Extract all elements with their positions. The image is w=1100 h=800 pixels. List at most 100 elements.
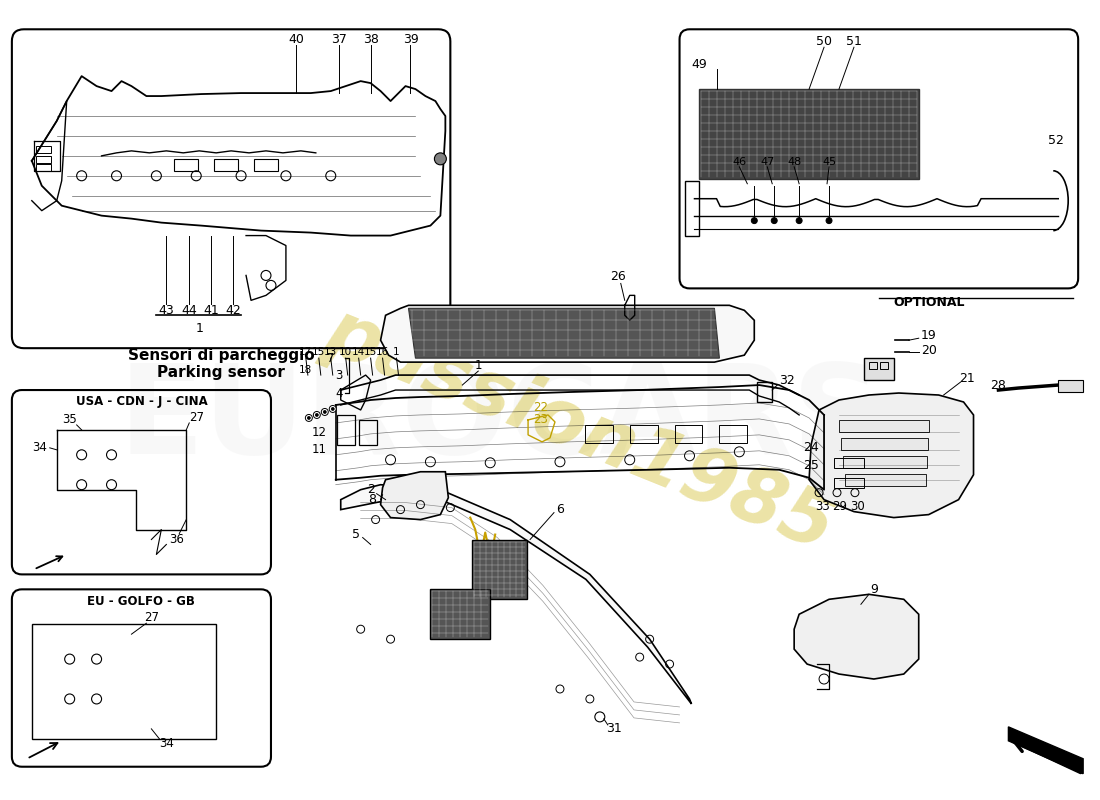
Text: 51: 51	[846, 34, 862, 48]
Text: 25: 25	[803, 459, 820, 472]
Polygon shape	[794, 594, 918, 679]
Bar	[472, 539, 527, 599]
Polygon shape	[341, 485, 692, 704]
Circle shape	[771, 218, 778, 224]
Text: 14: 14	[352, 347, 365, 357]
Bar	[834, 458, 864, 468]
Text: 36: 36	[169, 533, 184, 546]
Text: 44: 44	[182, 304, 197, 317]
Text: 42: 42	[226, 304, 241, 317]
Bar	[864, 358, 894, 380]
Text: 2: 2	[366, 483, 375, 496]
Polygon shape	[1009, 727, 1084, 774]
Text: 32: 32	[779, 374, 795, 386]
Text: 5: 5	[352, 528, 360, 541]
Text: 16: 16	[376, 347, 389, 357]
Text: 8: 8	[368, 493, 376, 506]
Text: 19: 19	[921, 329, 936, 342]
Bar	[174, 159, 198, 170]
Bar	[36, 146, 51, 153]
Text: 28: 28	[990, 378, 1006, 391]
Text: 30: 30	[850, 500, 866, 513]
Text: 1: 1	[474, 358, 482, 372]
Text: 48: 48	[786, 157, 801, 167]
Text: 1: 1	[393, 347, 399, 357]
Bar	[337, 415, 354, 445]
Text: 33: 33	[815, 500, 829, 513]
Bar	[674, 425, 703, 443]
Text: 49: 49	[692, 58, 707, 70]
Text: 22: 22	[534, 402, 549, 414]
Text: 4: 4	[336, 386, 342, 399]
Text: 38: 38	[363, 33, 378, 46]
Text: 24: 24	[803, 442, 820, 454]
Circle shape	[796, 218, 802, 224]
Bar	[843, 456, 926, 468]
Bar	[869, 362, 877, 369]
Bar	[880, 362, 888, 369]
Bar	[32, 624, 217, 739]
Bar	[36, 156, 51, 163]
Text: 43: 43	[158, 304, 174, 317]
Bar	[845, 474, 926, 486]
Bar	[834, 478, 864, 488]
Text: 52: 52	[1048, 134, 1064, 147]
Text: 9: 9	[870, 583, 878, 596]
Polygon shape	[381, 306, 755, 362]
Text: 29: 29	[833, 500, 847, 513]
Circle shape	[751, 218, 757, 224]
Text: OPTIONAL: OPTIONAL	[893, 296, 965, 309]
Text: Parking sensor: Parking sensor	[157, 365, 285, 379]
Text: 13: 13	[324, 347, 338, 357]
Circle shape	[329, 406, 337, 413]
Text: 46: 46	[733, 157, 747, 167]
Bar	[36, 164, 51, 170]
Bar	[1058, 380, 1084, 392]
Bar	[214, 159, 238, 170]
Polygon shape	[381, 472, 449, 519]
Bar	[359, 420, 376, 445]
Text: 6: 6	[556, 503, 564, 516]
Text: 45: 45	[822, 157, 836, 167]
Text: 1: 1	[196, 322, 204, 334]
Text: 34: 34	[158, 738, 174, 750]
Text: 39: 39	[403, 33, 418, 46]
Circle shape	[316, 414, 318, 417]
Bar	[430, 590, 491, 639]
Text: USA - CDN - J - CINA: USA - CDN - J - CINA	[76, 395, 207, 409]
Circle shape	[826, 218, 832, 224]
Text: passion1985: passion1985	[315, 294, 845, 566]
Bar	[585, 425, 613, 443]
Text: 47: 47	[760, 157, 774, 167]
Circle shape	[323, 410, 327, 414]
Circle shape	[331, 407, 334, 410]
Text: 27: 27	[144, 610, 158, 624]
Text: 23: 23	[534, 414, 549, 426]
Bar	[254, 159, 278, 170]
Bar	[629, 425, 658, 443]
Text: 40: 40	[288, 33, 304, 46]
Text: 41: 41	[204, 304, 219, 317]
Text: 18: 18	[299, 365, 312, 375]
Text: EUROCARS: EUROCARS	[118, 359, 882, 481]
Bar	[839, 420, 928, 432]
Circle shape	[314, 411, 320, 418]
Text: 11: 11	[311, 443, 327, 456]
Polygon shape	[810, 393, 974, 518]
Text: 15: 15	[364, 347, 377, 357]
Text: 15: 15	[312, 347, 326, 357]
Text: 35: 35	[63, 414, 77, 426]
Text: 31: 31	[606, 722, 621, 735]
Text: 21: 21	[959, 371, 975, 385]
Circle shape	[321, 409, 328, 415]
Text: 10: 10	[339, 347, 352, 357]
Text: 26: 26	[609, 270, 626, 283]
Bar	[719, 425, 747, 443]
Text: 37: 37	[331, 33, 346, 46]
Text: 12: 12	[311, 426, 327, 439]
Bar	[700, 89, 918, 178]
Text: 3: 3	[336, 369, 342, 382]
Text: 50: 50	[816, 34, 832, 48]
Text: EU - GOLFO - GB: EU - GOLFO - GB	[88, 594, 196, 608]
Bar	[757, 382, 772, 402]
